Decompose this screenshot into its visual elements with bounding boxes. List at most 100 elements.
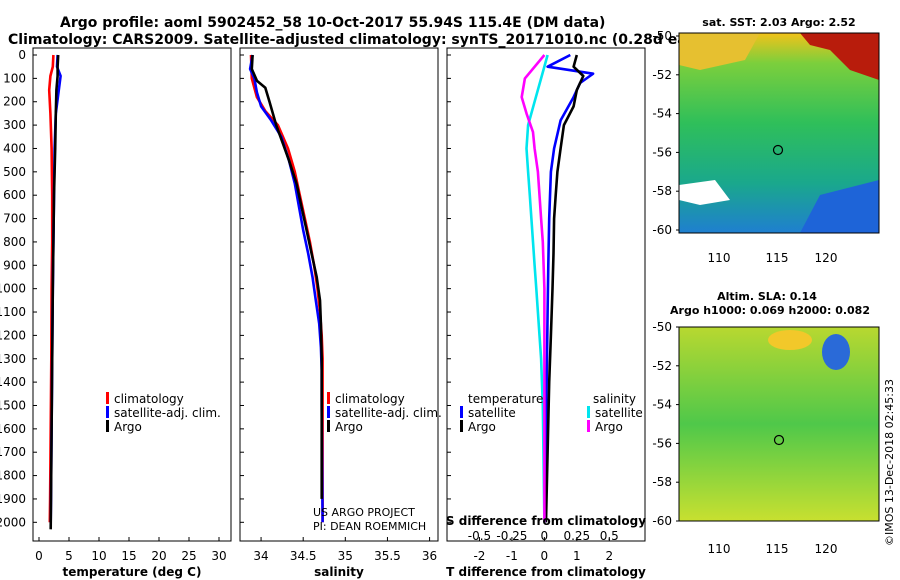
legend-label-t-satellite: satellite xyxy=(468,406,516,420)
depth-tick-label: 900 xyxy=(3,258,26,272)
map-lat-label: -50 xyxy=(652,29,672,43)
salinity-legend: climatology satellite-adj. clim. Argo xyxy=(327,392,442,434)
sst-gap-region xyxy=(679,180,730,205)
sla-map xyxy=(678,326,880,522)
x-tick-label: -1 xyxy=(506,549,518,563)
x-tick-label: 34 xyxy=(253,549,268,563)
map-lat-label: -58 xyxy=(652,475,672,489)
map-lon-label: 110 xyxy=(708,542,731,556)
x-tick-label: 0 xyxy=(541,549,549,563)
x-tick-label: 30 xyxy=(211,549,226,563)
t-difference-axis-label: T difference from climatology xyxy=(446,565,646,579)
legend-label-satellite: satellite-adj. clim. xyxy=(335,406,442,420)
sla-map-frame xyxy=(678,326,880,522)
map-lon-label: 115 xyxy=(766,251,789,265)
map-lat-label: -60 xyxy=(652,223,672,237)
x-tick-label: 0 xyxy=(35,549,43,563)
difference-legend: temperature salinity satellite Argo sate… xyxy=(460,392,643,434)
depth-tick-label: 2000 xyxy=(0,515,26,529)
legend-swatch-satellite xyxy=(106,406,109,418)
depth-tick-label: 1800 xyxy=(0,469,26,483)
difference-x-axis: -2 -1 0 1 2 xyxy=(473,537,613,563)
x-tick-label: -2 xyxy=(473,549,485,563)
x-tick-label: 5 xyxy=(65,549,73,563)
temperature-lines xyxy=(47,54,62,530)
sst-map-title: sat. SST: 2.03 Argo: 2.52 xyxy=(702,16,855,29)
legend-label-satellite: satellite-adj. clim. xyxy=(114,406,221,420)
figure-title-line1: Argo profile: aoml 5902452_58 10-Oct-201… xyxy=(60,15,605,31)
map-lat-label: -56 xyxy=(652,436,672,450)
map-lon-label: 120 xyxy=(815,542,838,556)
depth-tick-label: 1400 xyxy=(0,375,26,389)
legend-swatch-t-satellite xyxy=(460,406,463,418)
series-line-argo xyxy=(49,54,60,530)
sla-map-axes: -50 -52 -54 -56 -58 -60 110 115 120 xyxy=(652,320,837,556)
depth-tick-label: 300 xyxy=(3,118,26,132)
legend-swatch-s-argo xyxy=(587,420,590,432)
legend-label-s-argo: Argo xyxy=(595,420,623,434)
series-line-climatology xyxy=(249,54,324,523)
x-tick-label: 15 xyxy=(121,549,136,563)
depth-tick-label: 500 xyxy=(3,165,26,179)
legend-label-s-satellite: satellite xyxy=(595,406,643,420)
sst-cold-region xyxy=(800,180,879,233)
depth-tick-label: 1300 xyxy=(0,352,26,366)
depth-tick-label: 700 xyxy=(3,212,26,226)
difference-panel-frame xyxy=(446,47,646,542)
series-line-s-satellite xyxy=(525,54,549,523)
temperature-panel-frame xyxy=(32,47,232,542)
legend-swatch-argo xyxy=(106,420,109,432)
sst-map-axes: -50 -52 -54 -56 -58 -60 110 115 120 xyxy=(652,29,837,265)
x-tick-label: 25 xyxy=(181,549,196,563)
map-lat-label: -50 xyxy=(652,320,672,334)
series-line-argo xyxy=(250,54,324,499)
s-diff-tick-label: -0.25 xyxy=(496,529,527,543)
sst-map-frame xyxy=(678,32,880,234)
depth-tick-label: 1900 xyxy=(0,492,26,506)
sla-map-subtitle: Argo h1000: 0.069 h2000: 0.082 xyxy=(670,304,870,317)
series-line-satellite-adj-clim- xyxy=(248,54,324,523)
depth-tick-label: 1500 xyxy=(0,398,26,412)
temperature-x-axis: 0 5 10 15 20 25 30 xyxy=(35,537,227,563)
argo-location-marker xyxy=(773,434,785,446)
map-lat-label: -52 xyxy=(652,68,672,82)
legend-label-climatology: climatology xyxy=(335,392,405,406)
x-tick-label: 34.5 xyxy=(290,549,317,563)
legend-label-argo: Argo xyxy=(335,420,363,434)
depth-tick-label: 200 xyxy=(3,95,26,109)
map-lat-label: -56 xyxy=(652,145,672,159)
footer-stamp: ©IMOS 13-Dec-2018 02:45:33 xyxy=(883,379,896,546)
temperature-legend: climatology satellite-adj. clim. Argo xyxy=(106,392,221,434)
map-lat-label: -60 xyxy=(652,514,672,528)
depth-tick-label: 0 xyxy=(18,48,26,62)
map-lat-label: -54 xyxy=(652,107,672,121)
legend-label-climatology: climatology xyxy=(114,392,184,406)
sla-high-anomaly xyxy=(768,330,812,350)
depth-axis: 0 100 200 300 400 500 600 700 800 900 1000 1100 1200… xyxy=(0,48,451,529)
map-lon-label: 110 xyxy=(708,251,731,265)
depth-tick-label: 1700 xyxy=(0,445,26,459)
legend-label-argo: Argo xyxy=(114,420,142,434)
credit-project: US ARGO PROJECT xyxy=(313,506,415,519)
map-lat-label: -58 xyxy=(652,184,672,198)
difference-lines xyxy=(520,53,595,523)
sst-warm-region xyxy=(800,33,879,80)
depth-tick-label: 1600 xyxy=(0,422,26,436)
legend-swatch-argo xyxy=(327,420,330,432)
x-tick-label: 1 xyxy=(573,549,581,563)
s-diff-tick-label: -0.5 xyxy=(468,529,491,543)
salinity-lines xyxy=(248,54,324,523)
map-lat-label: -52 xyxy=(652,359,672,373)
series-line-t-argo xyxy=(544,54,585,523)
legend-title-salinity: salinity xyxy=(593,392,636,406)
legend-title-temperature: temperature xyxy=(468,392,543,406)
salinity-difference-x-axis: -0.5 -0.25 0 0.25 0.5 xyxy=(468,529,619,543)
salinity-panel-frame xyxy=(239,47,439,542)
x-tick-label: 2 xyxy=(605,549,613,563)
map-lat-label: -54 xyxy=(652,398,672,412)
depth-tick-label: 400 xyxy=(3,141,26,155)
depth-tick-label: 1200 xyxy=(0,328,26,342)
s-diff-tick-label: 0.25 xyxy=(563,529,590,543)
argo-location-marker xyxy=(772,144,784,156)
